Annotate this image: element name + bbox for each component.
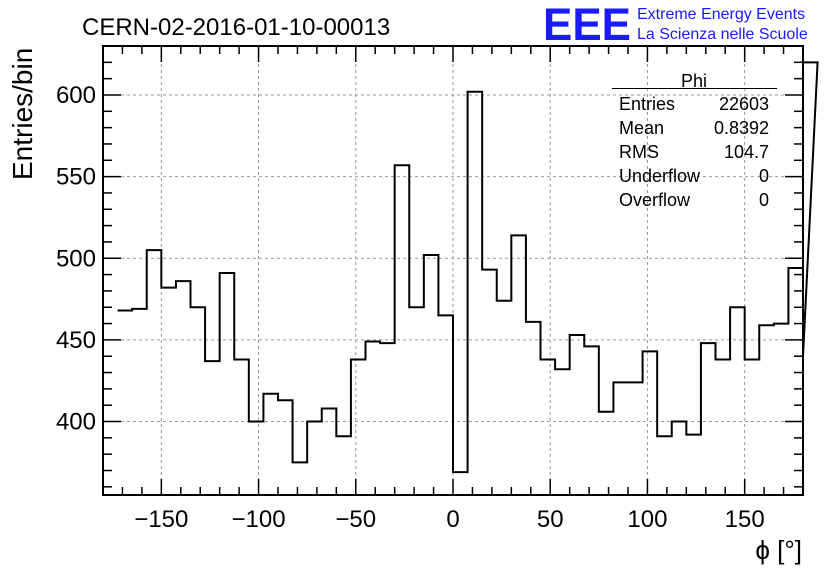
stats-rms-label: RMS	[619, 142, 659, 162]
x-tick-label: −100	[232, 506, 286, 533]
y-tick-label: 500	[56, 245, 96, 272]
eee-logo: EEE	[543, 0, 631, 50]
stats-overflow-value: 0	[759, 190, 769, 210]
x-axis-label: ϕ [°]	[755, 535, 802, 565]
logo-line-2: La Scienza nelle Scuole	[637, 26, 808, 43]
x-tick-label: −50	[335, 506, 376, 533]
stats-box: Phi Entries 22603 Mean 0.8392 RMS 104.7 …	[612, 71, 777, 210]
y-tick-label: 600	[56, 82, 96, 109]
run-title: CERN-02-2016-01-10-00013	[82, 14, 390, 41]
stats-overflow-label: Overflow	[619, 190, 691, 210]
stats-mean-label: Mean	[619, 118, 664, 138]
stats-title: Phi	[681, 71, 707, 91]
x-tick-label: 0	[446, 506, 459, 533]
x-tick-labels: −150 −100 −50 0 50 100 150	[134, 506, 764, 533]
x-tick-label: 50	[537, 506, 564, 533]
logo-line-1: Extreme Energy Events	[637, 6, 805, 23]
axis-ticks	[103, 45, 804, 495]
stats-entries-value: 22603	[719, 94, 769, 114]
y-axis-label: Entries/bin	[7, 48, 38, 180]
histogram-step-line	[117, 61, 819, 474]
stats-rms-value: 104.7	[724, 142, 769, 162]
stats-underflow-value: 0	[759, 166, 769, 186]
stats-entries-label: Entries	[619, 94, 675, 114]
y-tick-label: 400	[56, 409, 96, 436]
stats-underflow-label: Underflow	[619, 166, 701, 186]
x-tick-label: 100	[627, 506, 667, 533]
stats-mean-value: 0.8392	[714, 118, 769, 138]
x-tick-label: 150	[725, 506, 765, 533]
y-tick-label: 550	[56, 164, 96, 191]
x-tick-label: −150	[134, 506, 188, 533]
y-tick-label: 450	[56, 327, 96, 354]
y-tick-labels: 400 450 500 550 600	[56, 82, 96, 436]
